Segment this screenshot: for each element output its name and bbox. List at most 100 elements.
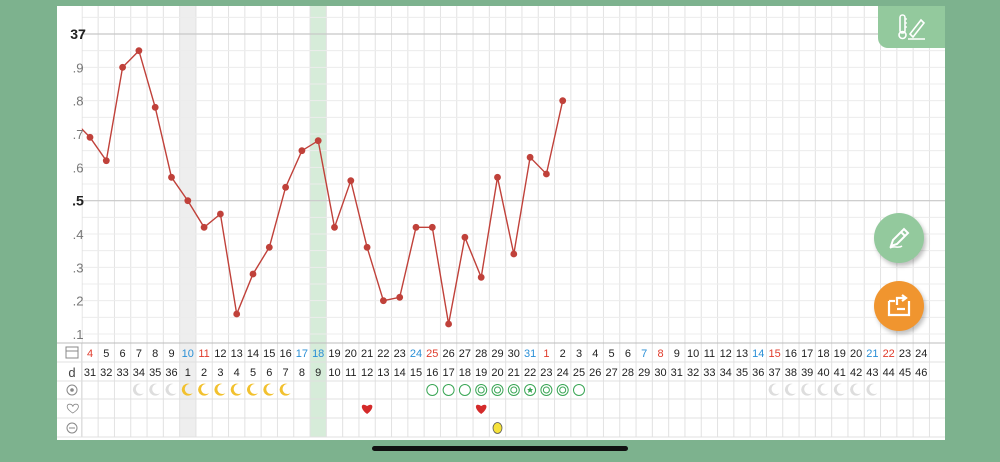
double-circle-inner bbox=[542, 386, 550, 394]
circle-icon bbox=[442, 384, 455, 396]
date-label: 19 bbox=[328, 348, 340, 360]
cycle-day-label: 20 bbox=[491, 367, 503, 379]
date-label: 29 bbox=[491, 348, 503, 360]
date-label: 7 bbox=[136, 348, 142, 360]
pencil-icon bbox=[889, 227, 910, 249]
y-tick-label: .5 bbox=[72, 193, 84, 209]
temperature-point bbox=[477, 273, 485, 281]
cycle-day-label: 45 bbox=[899, 367, 911, 379]
yellow-egg-icon bbox=[492, 422, 503, 434]
cycle-day-label: 8 bbox=[299, 367, 305, 379]
date-label: 3 bbox=[576, 348, 582, 360]
double-circle-inner bbox=[477, 386, 485, 394]
date-label: 13 bbox=[736, 348, 748, 360]
moon-icon bbox=[132, 383, 144, 396]
moon-icon bbox=[850, 383, 862, 396]
y-tick-label: .7 bbox=[73, 127, 84, 142]
thermometer-pencil-button[interactable] bbox=[878, 6, 945, 48]
chart-sheet bbox=[57, 6, 945, 440]
cycle-day-label: 33 bbox=[116, 367, 128, 379]
y-tick-label: .9 bbox=[73, 60, 84, 75]
temperature-point bbox=[412, 223, 420, 231]
double-circle-icon bbox=[507, 384, 520, 396]
moon-icon bbox=[768, 383, 780, 396]
y-axis-mask bbox=[57, 6, 82, 343]
date-label: 22 bbox=[377, 348, 389, 360]
date-label: 2 bbox=[560, 348, 566, 360]
temperature-point bbox=[102, 157, 110, 165]
cycle-day-label: 2 bbox=[201, 367, 207, 379]
date-label: 27 bbox=[459, 348, 471, 360]
cycle-day-label: 35 bbox=[736, 367, 748, 379]
temperature-point bbox=[510, 250, 518, 258]
date-label: 11 bbox=[704, 348, 715, 360]
temperature-point bbox=[428, 223, 436, 231]
cycle-day-label: 44 bbox=[883, 367, 895, 379]
date-label: 25 bbox=[426, 348, 438, 360]
moon-icon bbox=[198, 383, 210, 396]
cycle-day-label: 25 bbox=[573, 367, 585, 379]
temperature-point bbox=[282, 183, 289, 191]
double-circle-icon bbox=[491, 384, 504, 396]
date-label: 14 bbox=[752, 348, 764, 360]
temperature-point bbox=[217, 210, 224, 218]
date-label: 24 bbox=[915, 348, 927, 360]
date-label: 12 bbox=[214, 348, 226, 360]
temperature-point bbox=[347, 177, 355, 185]
cycle-day-label: 34 bbox=[133, 367, 145, 379]
calendar-icon-frame bbox=[65, 346, 79, 359]
cycle-day-label: 7 bbox=[283, 367, 289, 379]
cycle-day-label: 14 bbox=[394, 367, 406, 379]
cycle-day-label: 1 bbox=[185, 367, 191, 379]
minus-circle-icon bbox=[66, 422, 78, 434]
heart-icon bbox=[361, 404, 373, 414]
double-circle-icon bbox=[540, 384, 553, 396]
date-label: 15 bbox=[263, 348, 275, 360]
y-tick-label: 37 bbox=[70, 26, 86, 42]
temperature-point bbox=[233, 310, 241, 318]
date-label: 22 bbox=[883, 348, 895, 360]
moon-icon bbox=[801, 383, 813, 396]
cycle-day-label: 36 bbox=[752, 367, 764, 379]
date-label: 19 bbox=[834, 348, 846, 360]
date-label: 5 bbox=[103, 348, 109, 360]
cycle-day-label: 22 bbox=[524, 367, 536, 379]
cycle-day-label: 38 bbox=[785, 367, 797, 379]
date-label: 26 bbox=[442, 348, 454, 360]
date-label: 10 bbox=[182, 348, 194, 360]
date-label: 20 bbox=[345, 348, 357, 360]
date-label: 6 bbox=[120, 348, 126, 360]
moon-icon bbox=[263, 383, 275, 396]
cycle-day-label: 30 bbox=[654, 367, 666, 379]
date-label: 1 bbox=[543, 348, 549, 360]
temperature-point bbox=[331, 223, 338, 231]
cycle-day-label: 21 bbox=[508, 367, 520, 379]
temperature-point bbox=[86, 133, 94, 141]
cycle-day-label: 11 bbox=[345, 367, 356, 379]
home-indicator bbox=[372, 446, 628, 451]
cycle-day-label: 10 bbox=[328, 367, 340, 379]
cycle-day-label: 39 bbox=[801, 367, 813, 379]
moon-icon bbox=[247, 383, 258, 396]
cervix-icon-ring bbox=[66, 384, 78, 396]
date-label: 8 bbox=[152, 348, 158, 360]
edit-button[interactable] bbox=[874, 213, 924, 263]
y-tick-label: .1 bbox=[73, 327, 84, 342]
cycle-day-label: 29 bbox=[638, 367, 650, 379]
date-label: 11 bbox=[198, 348, 209, 360]
temperature-point bbox=[526, 153, 534, 161]
temperature-point bbox=[396, 293, 404, 301]
moon-icon bbox=[279, 383, 291, 396]
date-label: 16 bbox=[279, 348, 291, 360]
cycle-day-label: 6 bbox=[266, 367, 272, 379]
temperature-point bbox=[184, 197, 192, 205]
circle-icon bbox=[426, 384, 439, 396]
y-tick-label: .2 bbox=[73, 294, 84, 309]
cycle-day-label: 19 bbox=[475, 367, 487, 379]
cervix-icon-dot bbox=[70, 388, 74, 392]
temperature-point bbox=[445, 320, 452, 328]
date-label: 18 bbox=[817, 348, 829, 360]
y-tick-label: .3 bbox=[73, 260, 84, 275]
exit-button[interactable] bbox=[874, 281, 924, 331]
